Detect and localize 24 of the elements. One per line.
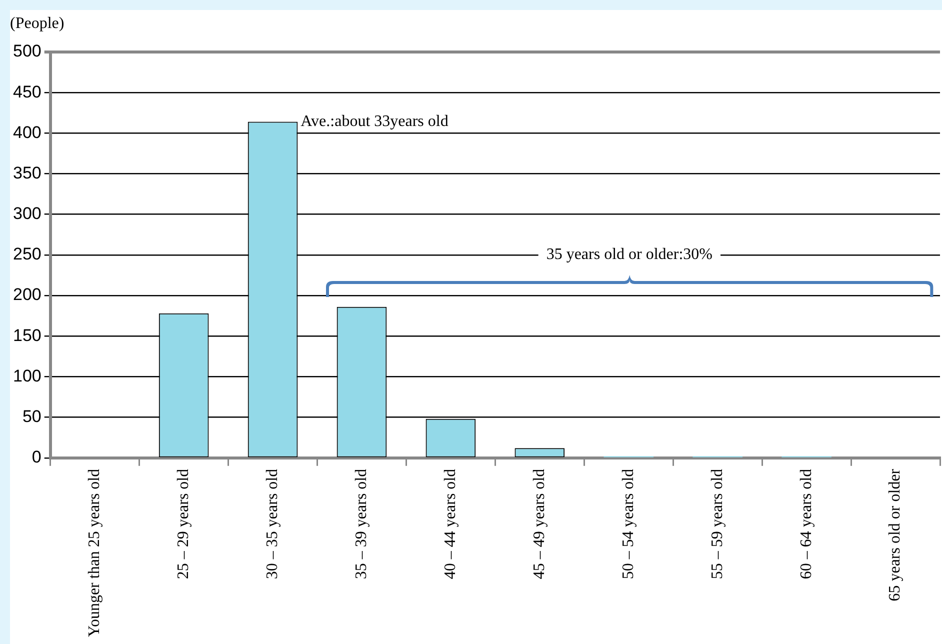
y-tick-label: 200 — [12, 285, 42, 304]
x-tick-label: 35 – 39 years old — [352, 468, 370, 580]
y-tick-label: 0 — [32, 448, 42, 467]
x-tick-label: 45 – 49 years old — [530, 468, 548, 580]
y-tick-label: 350 — [12, 163, 42, 182]
x-tick-label: 60 – 64 years old — [798, 468, 815, 580]
y-axis-title: (People) — [10, 15, 64, 32]
annotation: 35 years old or older:30% — [546, 246, 713, 264]
x-tick-label: 65 years old or older — [886, 468, 904, 602]
y-tick-label: 250 — [12, 244, 42, 264]
x-tick-label: 30 – 35 years old — [264, 468, 281, 580]
y-tick-label: 500 — [12, 42, 42, 61]
x-tick-label: 50 – 54 years old — [620, 468, 637, 580]
x-tick-label: 40 – 44 years old — [442, 468, 459, 580]
y-tick-label: 400 — [12, 122, 42, 142]
x-tick-label: 55 – 59 years old — [708, 468, 726, 580]
y-tick-label: 50 — [22, 406, 42, 426]
y-tick-label: 300 — [12, 204, 42, 224]
x-tick-label: Younger than 25 years old — [86, 468, 104, 638]
y-tick-label: 150 — [12, 326, 42, 345]
annotation: Ave.:about 33years old — [300, 113, 448, 130]
x-tick-label: 25 – 29 years old — [175, 468, 192, 580]
y-tick-label: 100 — [12, 366, 42, 386]
y-tick-label: 450 — [12, 82, 42, 102]
